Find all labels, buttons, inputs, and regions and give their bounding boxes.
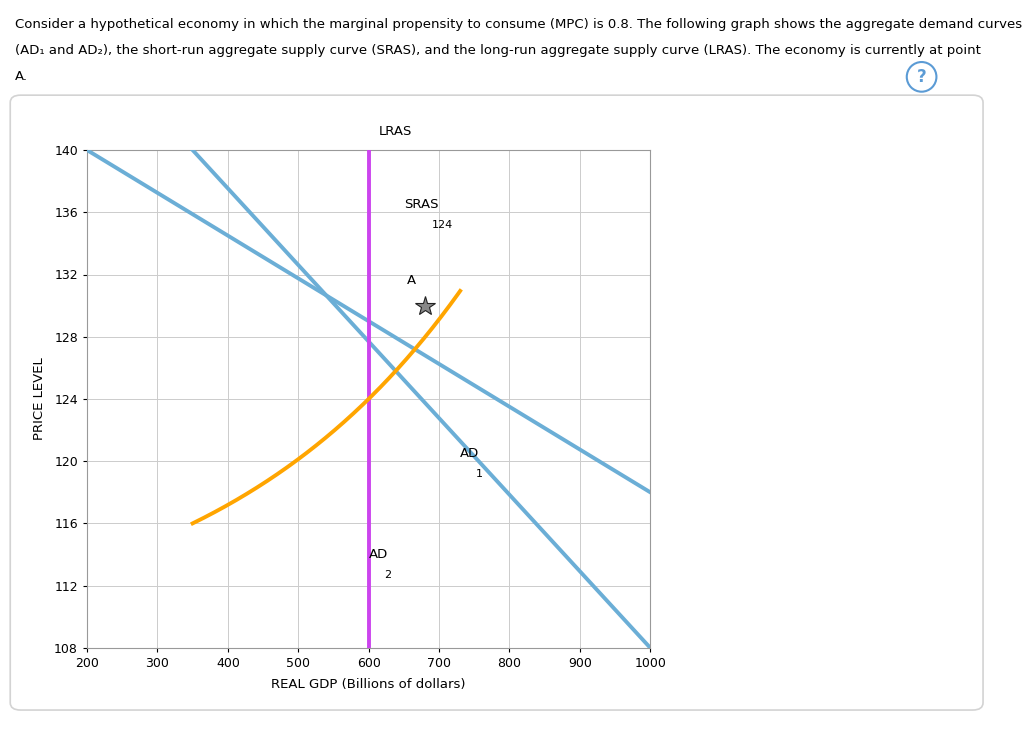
Text: 124: 124	[432, 220, 454, 230]
X-axis label: REAL GDP (Billions of dollars): REAL GDP (Billions of dollars)	[271, 678, 466, 691]
Text: AD: AD	[369, 548, 388, 561]
Text: ?: ?	[916, 68, 927, 86]
Text: (AD₁ and AD₂), the short-run aggregate supply curve (SRAS), and the long-run agg: (AD₁ and AD₂), the short-run aggregate s…	[15, 44, 981, 57]
Text: A.: A.	[15, 70, 29, 83]
Text: LRAS: LRAS	[379, 124, 413, 138]
Text: 2: 2	[384, 569, 391, 580]
Text: Consider a hypothetical economy in which the marginal propensity to consume (MPC: Consider a hypothetical economy in which…	[15, 18, 1023, 31]
Text: SRAS: SRAS	[403, 198, 438, 211]
Text: 1: 1	[475, 468, 482, 479]
Y-axis label: PRICE LEVEL: PRICE LEVEL	[33, 357, 46, 441]
Text: A: A	[408, 274, 417, 287]
Text: AD: AD	[460, 447, 479, 460]
